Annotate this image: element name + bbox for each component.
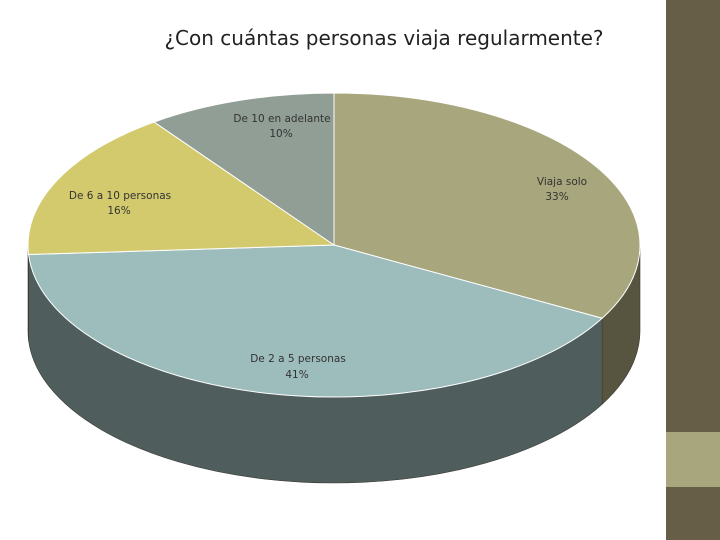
slice-value-de-6-a-10: 16% (107, 205, 130, 217)
slice-label-de-10-en-adelante: De 10 en adelante (233, 113, 330, 125)
slice-value-de-2-a-5: 41% (285, 369, 308, 381)
pie-side-de-6-a-10-personas (27, 244, 29, 341)
chart-title: ¿Con cuántas personas viaja regularmente… (164, 26, 604, 50)
sidebar-decoration-middle (666, 432, 720, 487)
slice-label-de-6-a-10: De 6 a 10 personas (69, 190, 171, 202)
pie-chart: Viaja solo 33% De 2 a 5 personas 41% De … (27, 92, 641, 484)
slice-value-viaja-solo: 33% (545, 191, 568, 203)
pie-slice-de-10-en-adelante (153, 92, 335, 246)
slice-value-de-10-en-adelante: 10% (269, 128, 292, 140)
pie-slice-de-2-a-5-personas (28, 244, 604, 398)
sidebar-decoration-bottom (666, 487, 720, 540)
sidebar-decoration-top (666, 0, 720, 432)
slice-label-viaja-solo: Viaja solo (537, 176, 587, 188)
slice-label-de-2-a-5: De 2 a 5 personas (250, 353, 346, 365)
pie-slice-de-6-a-10-personas (27, 121, 336, 256)
pie-tops (27, 92, 641, 398)
pie-slice-viaja-solo (333, 92, 641, 319)
